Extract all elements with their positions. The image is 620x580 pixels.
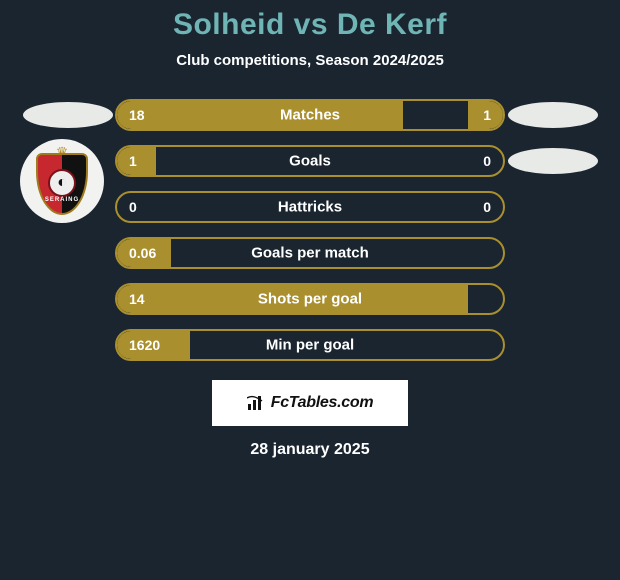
comparison-chart: 18 Matches 1 ♛ ◐ SERAING: [20, 99, 600, 361]
right-value: 0: [483, 199, 491, 215]
bar-label: Shots per goal: [258, 291, 362, 308]
left-value: 1: [129, 153, 137, 169]
bar-chart-icon: [247, 395, 267, 411]
bar-label: Hattricks: [278, 199, 342, 216]
stat-row-goals: 1 Goals 0: [20, 145, 600, 177]
player-right-placeholder: [505, 145, 600, 177]
bar-fill-left: [117, 101, 403, 129]
bar-label: Min per goal: [266, 337, 354, 354]
right-value: 0: [483, 153, 491, 169]
oval-icon: [508, 102, 598, 128]
oval-icon: [23, 102, 113, 128]
bar-label: Goals: [289, 153, 331, 170]
bar-label: Matches: [280, 107, 340, 124]
bar-track: 0 Hattricks 0: [115, 191, 505, 223]
brand-text: FcTables.com: [271, 394, 374, 412]
stat-row-hattricks: 0 Hattricks 0: [20, 191, 600, 223]
oval-icon: [508, 148, 598, 174]
left-value: 0.06: [129, 245, 156, 261]
bar-track: 0.06 Goals per match: [115, 237, 505, 269]
stat-row-min-per-goal: 1620 Min per goal: [20, 329, 600, 361]
right-value: 1: [483, 107, 491, 123]
player-left-placeholder: [20, 99, 115, 131]
stat-row-shots-per-goal: 14 Shots per goal: [20, 283, 600, 315]
left-value: 18: [129, 107, 145, 123]
bar-track: 14 Shots per goal: [115, 283, 505, 315]
bar-track: 18 Matches 1: [115, 99, 505, 131]
player-right-placeholder: [505, 99, 600, 131]
club-crest-left: ♛ ◐ SERAING: [20, 139, 104, 223]
bar-track: 1 Goals 0: [115, 145, 505, 177]
stat-row-matches: 18 Matches 1: [20, 99, 600, 131]
page-title: Solheid vs De Kerf: [0, 0, 620, 42]
subtitle: Club competitions, Season 2024/2025: [0, 52, 620, 69]
left-value: 14: [129, 291, 145, 307]
bar-track: 1620 Min per goal: [115, 329, 505, 361]
shield-icon: ◐ SERAING: [36, 153, 88, 215]
stat-row-goals-per-match: 0.06 Goals per match: [20, 237, 600, 269]
date-text: 28 january 2025: [0, 441, 620, 459]
brand-box: FcTables.com: [211, 379, 409, 427]
lion-head-icon: ◐: [48, 169, 76, 197]
club-name: SERAING: [45, 197, 79, 203]
infographic: Solheid vs De Kerf Club competitions, Se…: [0, 0, 620, 580]
left-value: 1620: [129, 337, 160, 353]
bar-label: Goals per match: [251, 245, 369, 262]
left-value: 0: [129, 199, 137, 215]
